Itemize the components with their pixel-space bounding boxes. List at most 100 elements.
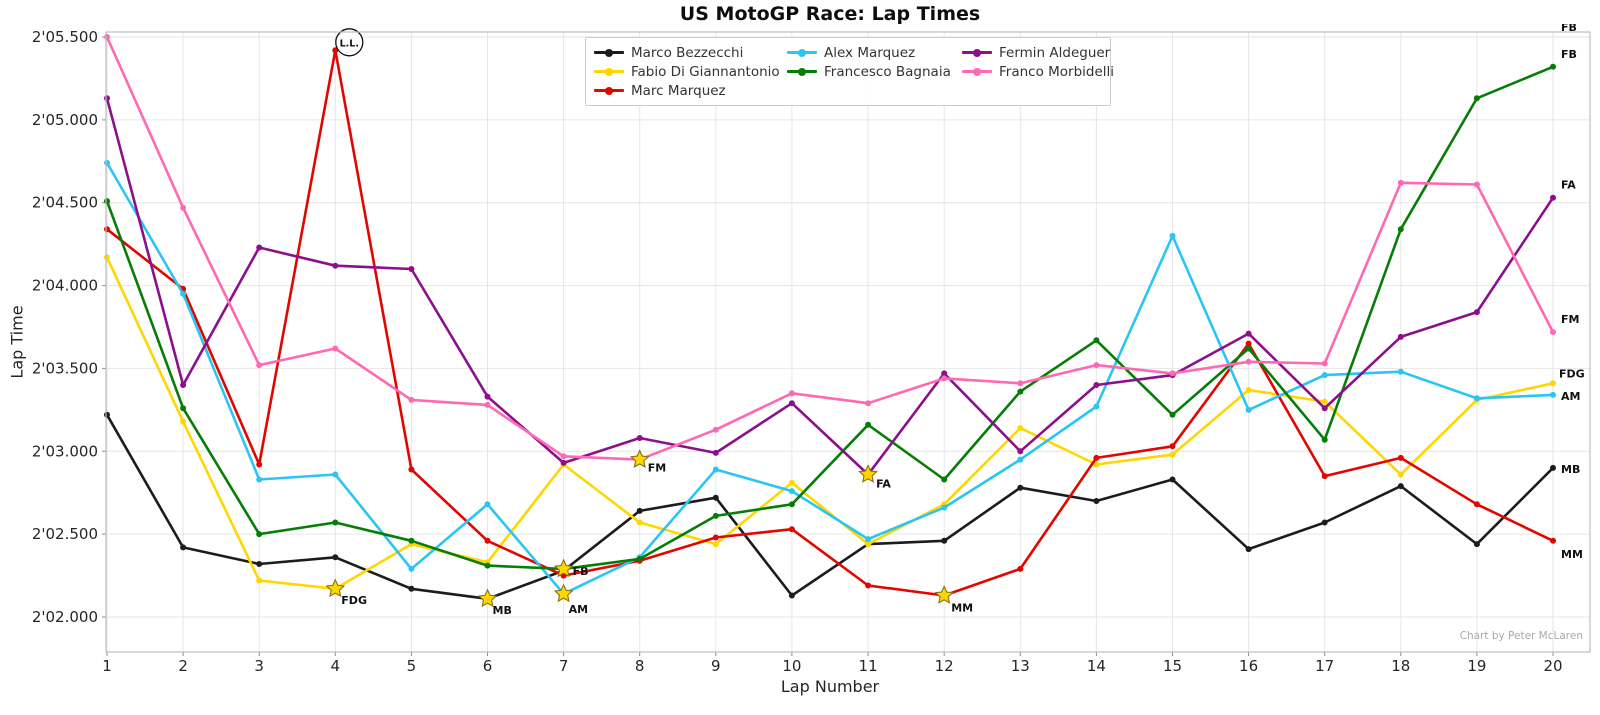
legend-item-fa: Fermin Aldeguer (962, 43, 1110, 62)
legend-column: Fermin Aldeguer Franco Morbidelli (962, 43, 1114, 100)
data-point-fermin-aldeguer-lap-10 (788, 400, 795, 407)
data-point-fabio-di-giannantonio-lap-18 (1397, 471, 1404, 478)
data-point-fermin-aldeguer-lap-14 (1093, 382, 1100, 388)
data-point-fabio-di-giannantonio-lap-13 (1017, 425, 1024, 432)
data-point-fermin-aldeguer-lap-12 (941, 370, 948, 377)
data-point-fermin-aldeguer-lap-13 (1017, 448, 1024, 455)
y-tick-label: 2'02.000 (32, 608, 98, 626)
best-lap-label-am: AM (569, 603, 588, 616)
y-tick-label: 2'04.500 (32, 194, 98, 212)
legend-item-mm: Marc Marquez (594, 81, 787, 100)
data-point-francesco-bagnaia-lap-6 (484, 562, 491, 569)
data-point-marc-marquez-lap-11 (865, 582, 872, 589)
data-point-francesco-bagnaia-lap-13 (1017, 388, 1024, 395)
data-point-francesco-bagnaia-lap-4 (332, 519, 339, 526)
data-point-alex-marquez-lap-4 (332, 471, 339, 478)
data-point-marc-marquez-lap-17 (1321, 473, 1328, 480)
legend-label: Francesco Bagnaia (824, 63, 951, 80)
data-point-alex-marquez-lap-15 (1169, 232, 1176, 239)
data-point-marc-marquez-lap-15 (1169, 443, 1176, 450)
best-lap-label-fa: FA (876, 478, 891, 491)
data-point-alex-marquez-lap-10 (788, 488, 795, 495)
legend-label: Fabio Di Giannantonio (631, 63, 780, 80)
data-point-franco-morbidelli-lap-2 (180, 204, 187, 211)
data-point-alex-marquez-lap-6 (484, 501, 491, 508)
data-point-francesco-bagnaia-lap-20 (1550, 63, 1556, 70)
data-point-francesco-bagnaia-lap-15 (1169, 411, 1176, 418)
x-tick-label: 1 (102, 657, 112, 675)
data-point-fermin-aldeguer-lap-16 (1245, 330, 1252, 337)
data-point-marco-bezzecchi-lap-19 (1473, 541, 1480, 548)
data-point-francesco-bagnaia-lap-16 (1245, 345, 1252, 352)
data-point-marco-bezzecchi-lap-1 (104, 411, 110, 418)
x-tick-label: 9 (711, 657, 721, 675)
plot-border (105, 31, 1591, 653)
data-point-fermin-aldeguer-lap-5 (408, 266, 415, 272)
y-tick-label: 2'02.500 (32, 525, 98, 543)
data-point-francesco-bagnaia-lap-17 (1321, 436, 1328, 443)
data-point-francesco-bagnaia-lap-3 (256, 531, 263, 538)
data-point-marco-bezzecchi-lap-17 (1321, 519, 1328, 526)
data-point-alex-marquez-lap-20 (1550, 391, 1556, 398)
best-lap-label-mm: MM (951, 602, 973, 615)
data-point-marc-marquez-lap-6 (484, 537, 491, 544)
series-francesco-bagnaia (104, 63, 1556, 572)
data-point-fermin-aldeguer-lap-17 (1321, 405, 1328, 412)
best-lap-star-fb (553, 558, 574, 578)
data-point-fabio-di-giannantonio-lap-1 (104, 254, 110, 261)
data-point-marc-marquez-lap-16 (1245, 340, 1252, 347)
data-point-fabio-di-giannantonio-lap-20 (1550, 380, 1556, 387)
end-label-mm: MM (1561, 548, 1583, 561)
legend-item-fb: Francesco Bagnaia (787, 62, 962, 81)
data-point-fabio-di-giannantonio-lap-10 (788, 479, 795, 486)
long-lap-annotation-circle (335, 28, 364, 57)
best-lap-star-fm (629, 449, 650, 468)
legend-swatch-icon (787, 67, 817, 77)
data-point-marco-bezzecchi-lap-18 (1397, 483, 1404, 490)
best-lap-star-mm (934, 585, 954, 604)
best-lap-label-mb: MB (493, 604, 512, 617)
legend-swatch-icon (594, 86, 624, 96)
y-tick-label: 2'03.500 (32, 359, 98, 377)
data-point-marco-bezzecchi-lap-4 (332, 554, 339, 561)
data-point-marc-marquez-lap-19 (1473, 501, 1480, 508)
data-point-fermin-aldeguer-lap-20 (1550, 194, 1556, 201)
chart-credit: Chart by Peter McLaren (1459, 630, 1583, 642)
legend-label: Alex Marquez (824, 44, 916, 61)
data-point-marc-marquez-lap-3 (256, 461, 263, 468)
best-lap-star-fdg (325, 578, 346, 598)
x-tick-label: 20 (1543, 657, 1562, 675)
x-tick-label: 8 (635, 657, 645, 675)
data-point-franco-morbidelli-lap-16 (1245, 358, 1252, 365)
data-point-franco-morbidelli-lap-13 (1017, 380, 1024, 387)
data-point-francesco-bagnaia-lap-10 (788, 501, 795, 508)
legend-label: Franco Morbidelli (999, 63, 1115, 80)
x-tick-label: 14 (1087, 657, 1106, 675)
legend-item-fdg: Fabio Di Giannantonio (594, 62, 787, 81)
x-tick-label: 17 (1315, 657, 1334, 675)
data-point-marc-marquez-lap-9 (712, 534, 719, 541)
data-point-fabio-di-giannantonio-lap-14 (1093, 461, 1100, 468)
x-tick-label: 15 (1163, 657, 1182, 675)
data-point-marco-bezzecchi-lap-10 (788, 592, 795, 599)
end-label-mb: MB (1561, 463, 1580, 476)
data-point-fabio-di-giannantonio-lap-11 (865, 541, 872, 548)
data-point-alex-marquez-lap-3 (256, 476, 263, 483)
data-point-franco-morbidelli-lap-15 (1169, 370, 1176, 377)
data-point-marc-marquez-lap-10 (788, 526, 795, 533)
legend-column: Alex Marquez Francesco Bagnaia (787, 43, 962, 100)
legend-item-fm: Franco Morbidelli (962, 62, 1114, 81)
data-point-francesco-bagnaia-lap-8 (636, 556, 643, 562)
data-point-franco-morbidelli-lap-18 (1397, 179, 1404, 186)
best-lap-label-fdg: FDG (341, 594, 367, 607)
data-point-marco-bezzecchi-lap-3 (256, 561, 263, 567)
y-tick-label: 2'03.000 (32, 442, 98, 460)
legend-swatch-icon (962, 48, 992, 58)
data-point-marco-bezzecchi-lap-20 (1550, 464, 1556, 471)
data-point-fabio-di-giannantonio-lap-9 (712, 541, 719, 548)
data-point-franco-morbidelli-lap-17 (1321, 360, 1328, 367)
best-lap-star-fa (858, 464, 878, 483)
data-point-fabio-di-giannantonio-lap-3 (256, 577, 263, 584)
data-point-franco-morbidelli-lap-12 (941, 375, 948, 382)
data-point-franco-morbidelli-lap-9 (712, 426, 719, 433)
